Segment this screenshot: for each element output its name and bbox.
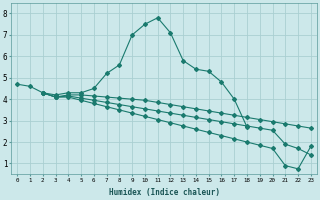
X-axis label: Humidex (Indice chaleur): Humidex (Indice chaleur) xyxy=(108,188,220,197)
